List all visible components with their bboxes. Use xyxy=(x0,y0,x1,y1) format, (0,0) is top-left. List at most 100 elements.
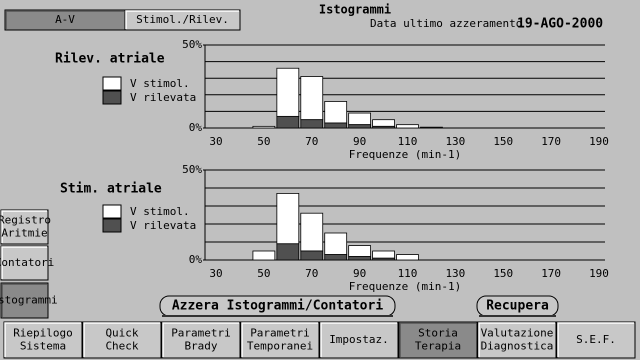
button-bevel xyxy=(83,322,160,357)
button[interactable] xyxy=(398,321,478,359)
x-tick-label: 30 xyxy=(209,135,222,148)
button-bevel xyxy=(1,246,47,279)
button-shadow xyxy=(479,315,556,317)
bar-segment xyxy=(396,254,419,261)
button-label: S.E.F. xyxy=(576,333,616,346)
button-label: Stimol./Rilev. xyxy=(136,13,229,26)
bar-segment xyxy=(348,124,372,129)
button-label: Terapia xyxy=(415,340,461,353)
button-bevel xyxy=(5,10,124,29)
button-bevel xyxy=(399,322,476,357)
button[interactable] xyxy=(0,209,49,245)
bar-segment xyxy=(300,76,324,121)
button-bevel xyxy=(478,322,555,357)
chart-title: Stim. atriale xyxy=(60,182,162,197)
bar-segment xyxy=(324,101,348,124)
bar-segment xyxy=(300,212,324,252)
x-tick-label: 170 xyxy=(541,267,561,280)
bar-segment xyxy=(276,115,300,129)
button-label: Istogrammi xyxy=(0,294,58,307)
button[interactable] xyxy=(161,321,241,359)
button-bevel xyxy=(1,283,47,317)
button-bevel xyxy=(557,322,634,357)
x-tick-label: 70 xyxy=(305,135,318,148)
x-tick-label: 110 xyxy=(398,267,418,280)
x-axis-label: Frequenze (min-1) xyxy=(349,280,462,293)
x-tick-label: 150 xyxy=(493,267,513,280)
bar-segment xyxy=(348,255,372,261)
button[interactable] xyxy=(82,321,162,359)
button[interactable] xyxy=(556,321,636,359)
button-label: Riepilogo xyxy=(13,327,73,340)
button-bevel xyxy=(1,210,47,243)
y-tick-label: 0% xyxy=(189,253,203,266)
bar-segment xyxy=(372,119,395,127)
y-tick-label: 0% xyxy=(189,121,203,134)
legend-label: V stimol. xyxy=(130,205,190,218)
bar-segment xyxy=(300,119,324,129)
legend-label: V rilevata xyxy=(130,219,196,232)
y-tick-label: 50% xyxy=(182,38,202,51)
bar-segment xyxy=(348,112,372,126)
x-tick-label: 190 xyxy=(589,135,609,148)
button-label: Check xyxy=(105,340,138,353)
x-tick-label: 130 xyxy=(445,135,465,148)
button-label: Contatori xyxy=(0,256,54,269)
bar-segment xyxy=(324,254,348,261)
screen-title: Istogrammi xyxy=(319,3,391,17)
button-label: Brady xyxy=(184,340,217,353)
button-label: Impostaz. xyxy=(329,333,389,346)
x-tick-label: 50 xyxy=(257,267,270,280)
bar-segment xyxy=(300,250,324,261)
x-tick-label: 90 xyxy=(353,267,366,280)
x-tick-label: 150 xyxy=(493,135,513,148)
button-bevel xyxy=(4,322,81,357)
x-tick-label: 90 xyxy=(353,135,366,148)
button[interactable] xyxy=(477,321,557,359)
button[interactable] xyxy=(0,282,49,319)
bar-segment xyxy=(372,125,395,129)
bar-segment xyxy=(348,245,372,257)
button[interactable] xyxy=(124,9,241,31)
button[interactable] xyxy=(240,321,320,359)
bar-segment xyxy=(396,124,419,129)
bar-segment xyxy=(324,232,348,256)
x-tick-label: 50 xyxy=(257,135,270,148)
chart-title: Rilev. atriale xyxy=(55,52,165,67)
x-tick-label: 110 xyxy=(398,135,418,148)
legend-swatch xyxy=(102,218,122,233)
bar-segment xyxy=(252,250,276,261)
button[interactable] xyxy=(3,321,83,359)
button-label: Azzera Istogrammi/Contatori xyxy=(172,299,383,314)
button-bevel xyxy=(241,322,318,357)
legend-swatch xyxy=(102,204,122,219)
bar-segment xyxy=(252,125,276,129)
button-label: Diagnostica xyxy=(481,340,554,353)
button-label: Aritmie xyxy=(1,227,47,240)
x-tick-label: 190 xyxy=(589,267,609,280)
button[interactable] xyxy=(0,245,49,281)
button-label: Temporanei xyxy=(247,340,313,353)
reset-date: 19-AGO-2000 xyxy=(517,17,603,32)
button-bevel xyxy=(162,322,239,357)
bar-segment xyxy=(420,126,443,129)
button-label: Sistema xyxy=(20,340,66,353)
x-tick-label: 130 xyxy=(445,267,465,280)
legend-label: V stimol. xyxy=(130,77,190,90)
x-tick-label: 70 xyxy=(305,267,318,280)
button-label: Parametri xyxy=(171,327,231,340)
button-label: Registro xyxy=(0,214,51,227)
bar-segment xyxy=(276,67,300,117)
button-label: A-V xyxy=(55,13,75,26)
legend-swatch xyxy=(102,90,122,105)
reset-label: Data ultimo azzeramento xyxy=(370,17,522,30)
bar-segment xyxy=(372,257,395,261)
legend-label: V rilevata xyxy=(130,91,196,104)
x-tick-label: 30 xyxy=(209,267,222,280)
button-label: Recupera xyxy=(486,299,549,314)
bar-segment xyxy=(372,250,395,259)
button[interactable] xyxy=(319,321,399,359)
y-tick-label: 50% xyxy=(182,163,202,176)
button-label: Parametri xyxy=(250,327,310,340)
x-tick-label: 170 xyxy=(541,135,561,148)
